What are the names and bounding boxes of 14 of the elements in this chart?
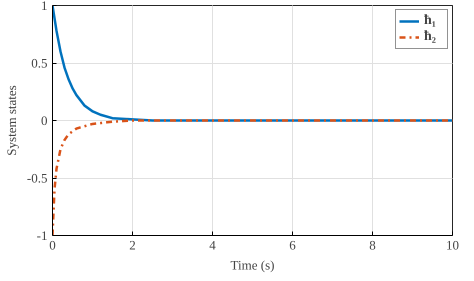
y-tick-label: -1 xyxy=(36,228,48,243)
x-tick-label: 10 xyxy=(446,238,459,252)
x-tick-label: 4 xyxy=(209,238,216,252)
x-tick-label: 8 xyxy=(369,238,376,252)
y-tick-label: 0.5 xyxy=(31,56,48,70)
legend-label: ħ₂ xyxy=(424,29,437,45)
legend-label: ħ₁ xyxy=(424,13,437,29)
y-axis-title: System states xyxy=(4,85,19,156)
y-tick-label: -0.5 xyxy=(26,170,48,186)
x-tick-label: 6 xyxy=(289,238,296,252)
y-tick-label: 0 xyxy=(41,113,48,128)
y-tick-label: 1 xyxy=(41,0,48,13)
x-tick-label: 2 xyxy=(129,238,136,252)
x-axis-title: Time (s) xyxy=(230,258,274,272)
